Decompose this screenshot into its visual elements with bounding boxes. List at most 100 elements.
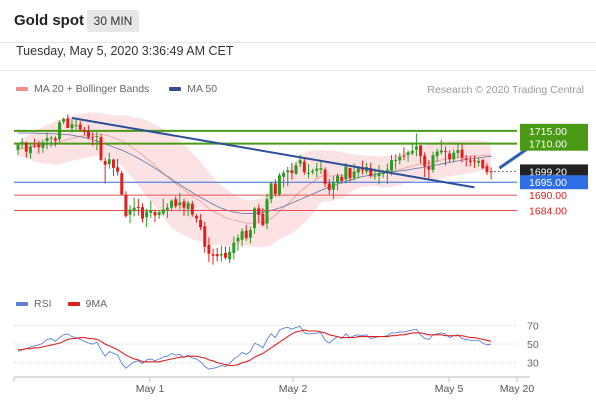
candle: [282, 170, 286, 188]
candle: [16, 144, 20, 155]
candle: [443, 146, 447, 166]
candle: [194, 214, 198, 223]
candle: [128, 205, 132, 224]
candle: [70, 119, 74, 133]
candle: [269, 181, 273, 204]
candle-body: [37, 144, 41, 148]
candle: [331, 176, 335, 200]
candle: [464, 154, 468, 167]
candle-body: [377, 172, 381, 177]
candle: [419, 145, 423, 164]
candle-body: [95, 135, 99, 137]
candle: [336, 173, 340, 191]
candle-body: [344, 166, 348, 180]
candle: [244, 224, 248, 241]
x-axis-label: May 2: [279, 383, 308, 395]
candle-body: [331, 182, 335, 190]
candle-body: [174, 199, 178, 207]
candle-body: [70, 124, 74, 129]
candle-body: [211, 254, 215, 256]
candle: [456, 142, 460, 158]
candle-body: [257, 208, 261, 215]
candle: [165, 203, 169, 218]
candle-body: [356, 167, 360, 173]
candle: [481, 159, 485, 170]
candle: [356, 167, 360, 179]
candle: [294, 161, 298, 176]
rsi-tick-label: 50: [527, 339, 539, 351]
candle: [111, 158, 115, 176]
candle-body: [16, 144, 20, 150]
candle: [277, 172, 281, 197]
candle-body: [141, 207, 144, 219]
candle: [477, 158, 481, 167]
candle: [132, 197, 136, 217]
candle-body: [489, 171, 493, 173]
candle-body: [448, 153, 452, 160]
candle-body: [58, 122, 61, 140]
candle: [153, 209, 157, 223]
candle: [87, 125, 91, 140]
candle-body: [91, 136, 95, 138]
candle: [66, 114, 70, 129]
candle: [190, 200, 194, 217]
candle-body: [186, 203, 190, 209]
candle: [427, 160, 431, 179]
candle-body: [244, 230, 248, 238]
timeframe-badge[interactable]: 30 MIN: [87, 10, 139, 32]
candle: [170, 199, 174, 211]
candle-body: [273, 183, 277, 195]
candle-body: [99, 137, 103, 160]
candle: [323, 167, 327, 188]
main-legend: MA 20 + Bollinger Bands MA 50: [16, 83, 217, 95]
candle: [203, 221, 207, 253]
candle-body: [398, 156, 402, 161]
level-label-box-1695.00: [520, 175, 588, 190]
candle-body: [460, 149, 464, 158]
candle-body: [33, 145, 37, 147]
candle: [473, 155, 476, 168]
candle-body: [468, 160, 472, 162]
candle: [265, 193, 269, 229]
candle-body: [406, 152, 410, 155]
candle: [207, 237, 211, 263]
candle: [385, 163, 389, 184]
candle-body: [443, 151, 447, 153]
rsi-9ma-line: [18, 329, 492, 367]
candle-body: [282, 172, 286, 177]
candle-body: [294, 165, 298, 174]
candle: [377, 165, 381, 185]
legend-swatch-rsi: [16, 302, 28, 306]
osc-legend: RSI 9MA: [16, 298, 107, 310]
level-label-1684.00: 1684.00: [529, 205, 567, 217]
candle-body: [439, 150, 443, 153]
candle: [452, 149, 456, 162]
x-axis-label: May 20: [500, 383, 535, 395]
candle: [78, 121, 82, 132]
candle: [406, 150, 410, 162]
candle-body: [87, 131, 91, 138]
candle: [394, 154, 398, 170]
legend-label-ma50: MA 50: [187, 83, 218, 95]
candle: [91, 132, 95, 146]
candle-body: [286, 170, 290, 173]
candle: [182, 198, 186, 216]
candle-body: [410, 150, 414, 154]
candle: [248, 226, 252, 244]
candle-body: [390, 160, 393, 171]
candle-body: [373, 175, 377, 177]
candle: [290, 162, 294, 180]
candle-body: [311, 170, 315, 173]
rsi-tick-label: 30: [527, 358, 539, 370]
candle: [82, 126, 86, 136]
candle-body: [215, 254, 219, 257]
candle: [319, 160, 323, 174]
candle: [489, 167, 493, 180]
candle-body: [261, 213, 265, 226]
level-label-1710.00: 1710.00: [529, 139, 567, 151]
candle: [149, 200, 153, 218]
candle: [431, 151, 435, 173]
candle-body: [66, 118, 70, 129]
candle: [24, 141, 28, 158]
candle: [28, 144, 32, 159]
